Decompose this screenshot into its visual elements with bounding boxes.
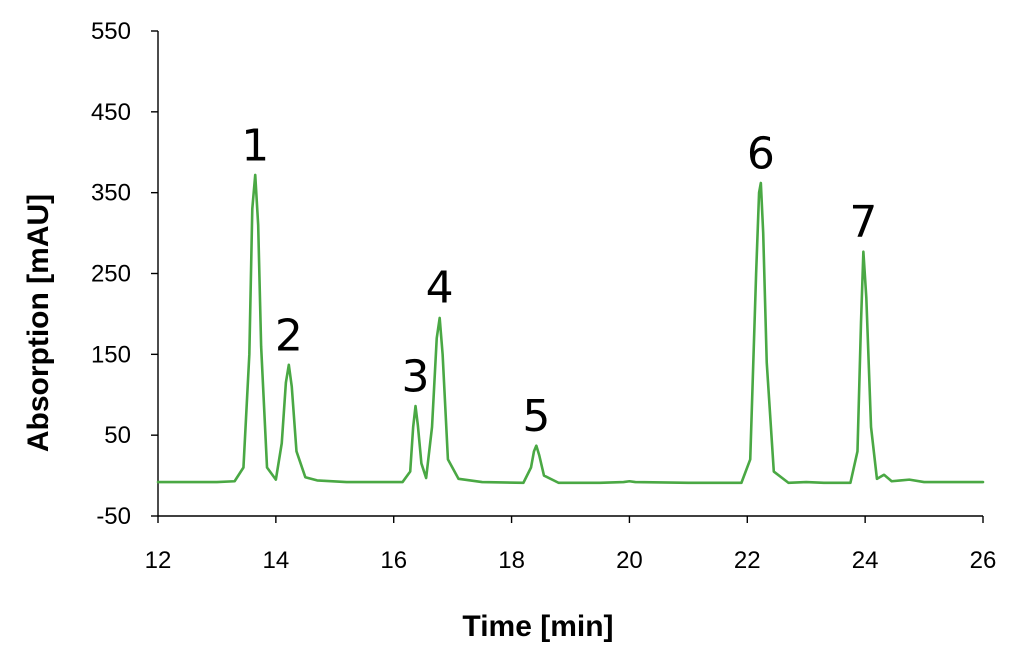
y-tick-label: 150	[91, 341, 131, 368]
y-tick-label: 250	[91, 261, 131, 288]
y-tick-label: 350	[91, 180, 131, 207]
y-tick-label: -50	[96, 503, 131, 530]
x-tick-label: 12	[145, 547, 172, 574]
peak-label: 2	[275, 310, 303, 361]
x-tick-label: 14	[263, 547, 290, 574]
peak-label: 1	[241, 120, 269, 171]
x-tick-label: 16	[380, 547, 407, 574]
x-axis-title: Time [min]	[462, 610, 613, 643]
peak-label: 3	[402, 352, 430, 403]
peak-label: 4	[426, 263, 454, 314]
peak-label: 6	[747, 128, 775, 179]
peak-label: 7	[849, 197, 877, 248]
x-axis: 12 14 16 18 20 22 24 26	[145, 515, 997, 574]
y-axis-title: Absorption [mAU]	[22, 194, 55, 452]
peak-label: 5	[522, 391, 550, 442]
peak-labels: 1 2 3 4 5 6 7	[241, 120, 877, 442]
x-tick-label: 22	[734, 547, 761, 574]
y-axis: -50 50 150 250 350 450 550	[91, 18, 159, 530]
x-tick-label: 20	[616, 547, 643, 574]
x-tick-label: 24	[852, 547, 879, 574]
y-tick-label: 550	[91, 18, 131, 45]
y-tick-label: 450	[91, 99, 131, 126]
y-tick-label: 50	[104, 422, 131, 449]
absorption-trace-line	[156, 173, 985, 485]
x-tick-label: 18	[498, 547, 525, 574]
x-tick-label: 26	[970, 547, 997, 574]
